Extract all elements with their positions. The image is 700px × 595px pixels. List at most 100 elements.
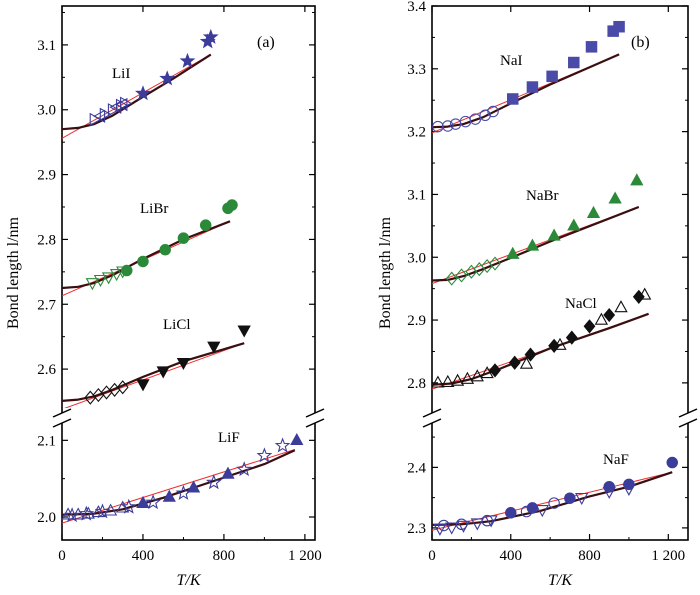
data-point	[585, 41, 598, 53]
data-point	[470, 369, 484, 382]
data-point	[136, 379, 150, 392]
data-point	[445, 522, 459, 535]
data-point	[565, 330, 578, 345]
x-tick-label: 800	[213, 548, 236, 564]
data-point	[109, 269, 124, 282]
data-point	[623, 478, 635, 491]
y-tick-label: 3.1	[407, 187, 426, 203]
y-axis-title: Bond length l/nm	[377, 216, 394, 329]
data-point	[290, 432, 304, 446]
data-point	[564, 492, 576, 504]
data-point	[460, 371, 475, 384]
fit-curve	[432, 312, 649, 386]
data-point	[221, 466, 235, 479]
data-point	[226, 199, 238, 211]
series-label: LiBr	[140, 201, 168, 217]
series-label: NaI	[500, 53, 523, 69]
data-point	[481, 514, 493, 527]
data-point	[470, 518, 484, 531]
y-tick-label: 2.9	[407, 313, 426, 329]
data-point	[115, 97, 128, 112]
x-tick-label: 800	[578, 548, 601, 564]
data-point	[614, 300, 628, 313]
data-point	[442, 120, 454, 132]
data-point	[594, 312, 609, 325]
data-point	[489, 256, 501, 271]
data-point	[608, 191, 622, 204]
data-point	[179, 52, 196, 68]
series-nai	[432, 53, 620, 134]
axis-break-mark	[678, 418, 698, 428]
x-tick-label: 400	[132, 548, 155, 564]
fit-curve	[62, 449, 296, 516]
reference-line	[62, 449, 295, 524]
data-point	[237, 325, 251, 338]
fit-curve	[432, 205, 640, 282]
data-point	[548, 497, 560, 509]
y-tick-label: 2.0	[37, 510, 56, 526]
data-point	[484, 515, 498, 528]
y-tick-label: 3.3	[407, 62, 426, 78]
data-point	[205, 474, 222, 490]
data-point	[236, 461, 253, 477]
series-label: NaCl	[565, 296, 597, 312]
axis-break-mark	[678, 408, 698, 418]
series-licl	[62, 342, 245, 408]
data-point	[519, 356, 534, 369]
data-point	[506, 246, 520, 259]
x-tick-label: 400	[500, 548, 523, 564]
series-lii	[62, 53, 212, 139]
data-point	[85, 278, 100, 291]
data-point	[526, 81, 539, 93]
data-point	[505, 507, 517, 519]
data-point	[256, 447, 273, 463]
plot-frame	[431, 5, 689, 541]
data-point	[455, 268, 468, 283]
plot-frame	[61, 5, 316, 541]
data-point	[99, 107, 112, 121]
data-point	[479, 109, 491, 122]
y-tick-label: 2.8	[37, 232, 56, 248]
y-tick-label: 3.0	[407, 250, 426, 266]
data-point	[441, 374, 455, 387]
data-point	[438, 519, 450, 532]
axis-break-mark	[422, 418, 442, 428]
x-tick-label: 1 200	[288, 548, 322, 564]
data-point	[469, 113, 482, 125]
data-point	[156, 366, 170, 379]
y-axis-title: Bond length l/nm	[5, 216, 22, 329]
data-point	[93, 274, 108, 288]
data-point	[162, 489, 176, 502]
reference-line	[62, 54, 212, 139]
data-point	[177, 232, 190, 244]
data-point	[546, 70, 558, 83]
panel-label: (a)	[257, 34, 275, 51]
series-lif	[62, 449, 296, 524]
y-tick-label: 2.9	[37, 168, 56, 184]
panel-a: 0 400 800 1 200 2.0 2.1 2.6 2.7 2.8 2.9 3.0 3.1 LiI L…	[5, 5, 325, 589]
axis-break-gap	[54, 413, 70, 423]
data-point	[78, 505, 95, 521]
y-tick-label: 3.4	[407, 0, 426, 15]
data-point	[202, 28, 219, 44]
panel-b: 0 400 800 1 200 2.3 2.4 2.8 2.9 3.0 3.1 3.2 3.3 3.4 N…	[377, 0, 698, 589]
data-point	[101, 272, 116, 285]
data-point	[603, 480, 615, 493]
fit-curve	[432, 53, 620, 129]
series-label: NaF	[603, 452, 629, 468]
x-axis-title: T/K	[548, 572, 573, 589]
data-point	[433, 523, 447, 536]
data-point	[630, 173, 644, 186]
data-point	[525, 238, 540, 251]
data-point	[632, 289, 645, 304]
x-tick-label: 0	[428, 548, 436, 564]
data-point	[207, 341, 221, 354]
y-tick-label: 3.1	[37, 38, 56, 54]
data-point	[489, 363, 501, 378]
fit-curve	[62, 220, 231, 290]
y-tick-label: 2.6	[37, 362, 56, 378]
data-point	[159, 70, 176, 86]
x-axis-title: T/K	[176, 572, 201, 589]
data-point	[159, 244, 171, 256]
data-point	[176, 357, 191, 371]
